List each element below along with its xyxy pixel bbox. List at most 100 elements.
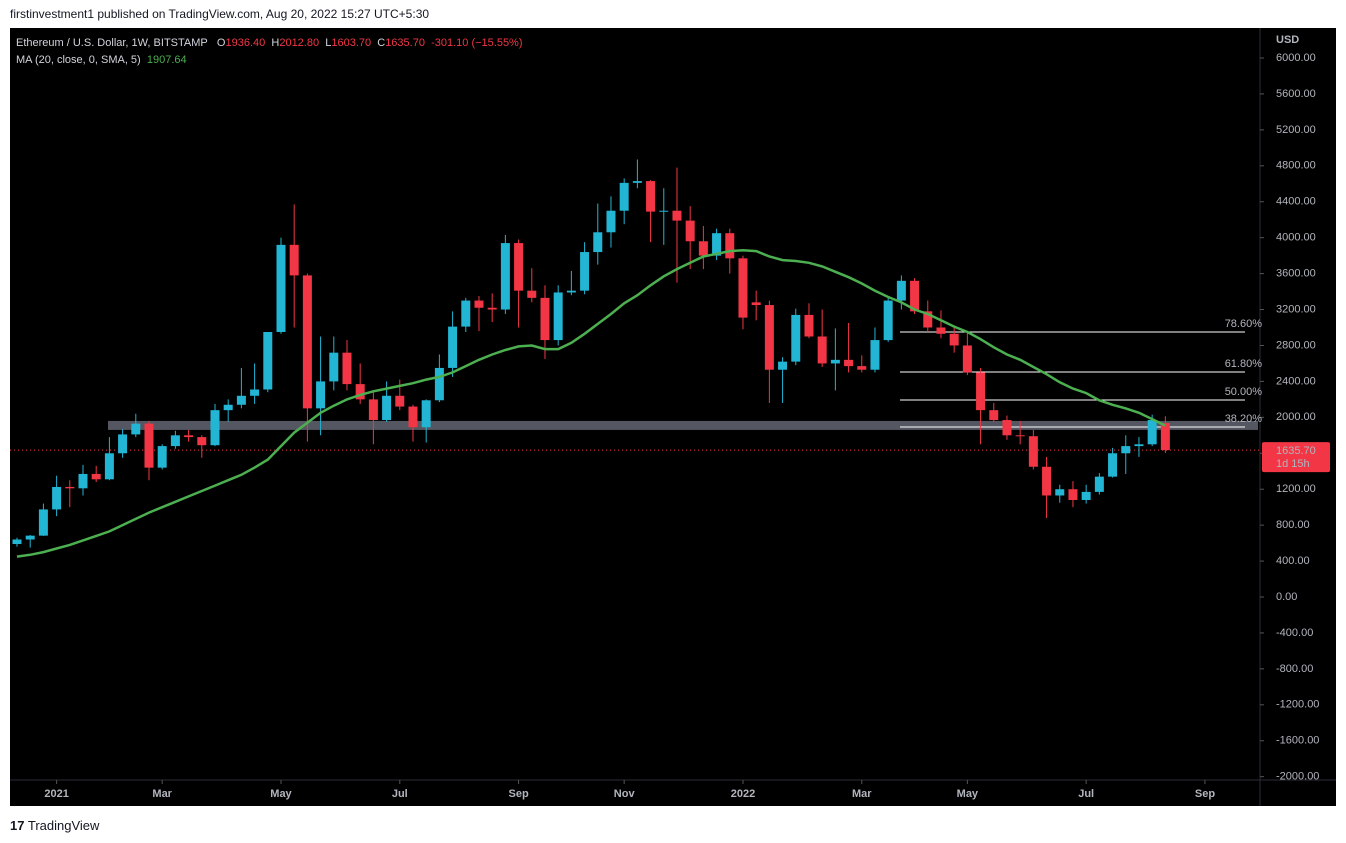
candle-body (844, 359, 854, 367)
candle-body (52, 486, 62, 510)
candle-body (104, 453, 114, 480)
x-tick-label: Mar (852, 788, 872, 800)
fib-label: 61.80% (1225, 358, 1263, 370)
ma-name: MA (20, close, 0, SMA, 5) (16, 54, 141, 66)
y-tick-label: 4000.00 (1276, 232, 1316, 244)
fib-label: 78.60% (1225, 318, 1263, 330)
candle-body (382, 395, 392, 421)
candle-body (619, 182, 629, 211)
candle-body (408, 406, 418, 428)
candle-body (910, 280, 920, 312)
x-tick-label: Sep (508, 788, 528, 800)
h-label: H (271, 37, 280, 49)
currency-bg (1261, 30, 1335, 50)
candle-body (514, 243, 524, 291)
candle-body (949, 333, 959, 346)
y-tick-label: -800.00 (1276, 663, 1313, 675)
x-tick-label: May (270, 788, 292, 800)
candle-body (65, 486, 75, 489)
candle-body (870, 340, 880, 370)
y-tick-label: 2800.00 (1276, 339, 1316, 351)
candle-body (197, 437, 207, 446)
candle-body (883, 300, 893, 341)
candle-body (78, 473, 88, 489)
candle-body (38, 509, 48, 536)
ma-row: MA (20, close, 0, SMA, 5) 1907.64 (16, 52, 523, 69)
y-tick-label: -1200.00 (1276, 699, 1319, 711)
candle-body (1042, 466, 1052, 496)
l-label: L (325, 37, 332, 49)
candle-body (276, 244, 286, 332)
x-tick-label: Sep (1195, 788, 1215, 800)
candle-body (500, 243, 510, 310)
x-tick-label: May (957, 788, 979, 800)
y-tick-label: 4400.00 (1276, 196, 1316, 208)
brand: 17 TradingView (10, 818, 99, 833)
last-price-tag (1262, 442, 1330, 473)
candle-body (1160, 423, 1170, 451)
ohlc-row: Ethereum / U.S. Dollar, 1W, BITSTAMP O19… (16, 35, 523, 52)
x-tick-label: 2022 (731, 788, 755, 800)
candle-body (12, 539, 22, 545)
candle-body (685, 220, 695, 242)
candle-body (659, 210, 669, 212)
candle-body (368, 399, 378, 421)
candle-body (1094, 476, 1104, 492)
legend: Ethereum / U.S. Dollar, 1W, BITSTAMP O19… (16, 35, 523, 69)
candle-body (1134, 444, 1144, 447)
y-tick-label: 3200.00 (1276, 303, 1316, 315)
candle-body (764, 305, 774, 370)
x-tick-label: 2021 (44, 788, 68, 800)
candle-body (725, 233, 735, 259)
y-tick-label: 6000.00 (1276, 52, 1316, 64)
candle-body (553, 292, 563, 341)
change: -301.10 (−15.55%) (431, 37, 523, 49)
candle-body (976, 372, 986, 411)
y-tick-label: 800.00 (1276, 519, 1310, 531)
candle-body (672, 210, 682, 221)
y-tick-label: -400.00 (1276, 627, 1313, 639)
candle-body (25, 535, 35, 540)
candle-body (817, 336, 827, 364)
candle-body (751, 302, 761, 306)
y-tick-label: 0.00 (1276, 591, 1297, 603)
candle-body (223, 404, 233, 411)
y-tick-label: 2000.00 (1276, 411, 1316, 423)
candle-body (923, 311, 933, 328)
candle-body (487, 307, 497, 310)
candle-body (434, 367, 444, 401)
brand-logo: 17 (10, 818, 25, 833)
candle-body (593, 232, 603, 253)
candle-body (329, 352, 339, 382)
candle-body (989, 410, 999, 421)
x-tick-label: Mar (152, 788, 172, 800)
candle-body (263, 331, 273, 390)
x-tick-label: Jul (392, 788, 408, 800)
candle-body (421, 400, 431, 428)
candle-body (1002, 420, 1012, 436)
o-value: 1936.40 (225, 37, 266, 49)
y-tick-label: 3600.00 (1276, 268, 1316, 280)
candle-body (474, 300, 484, 308)
candle-body (131, 423, 141, 435)
last-price-label: 1635.70 (1276, 445, 1316, 457)
countdown-label: 1d 15h (1276, 458, 1310, 470)
y-tick-label: 5200.00 (1276, 124, 1316, 136)
candle-body (461, 300, 471, 327)
y-tick-label: -1600.00 (1276, 735, 1319, 747)
candle-body (184, 435, 194, 438)
candle-body (791, 314, 801, 362)
candle-body (1147, 420, 1157, 445)
candle-body (1055, 489, 1065, 496)
candle-body (289, 244, 299, 276)
candle-body (962, 345, 972, 373)
candle-body (1028, 436, 1038, 467)
candle-body (236, 395, 246, 405)
candle-body (395, 395, 405, 407)
y-tick-label: -2000.00 (1276, 771, 1319, 783)
candle-body (302, 275, 312, 409)
candle-body (580, 252, 590, 291)
x-tick-label: Nov (614, 788, 636, 800)
